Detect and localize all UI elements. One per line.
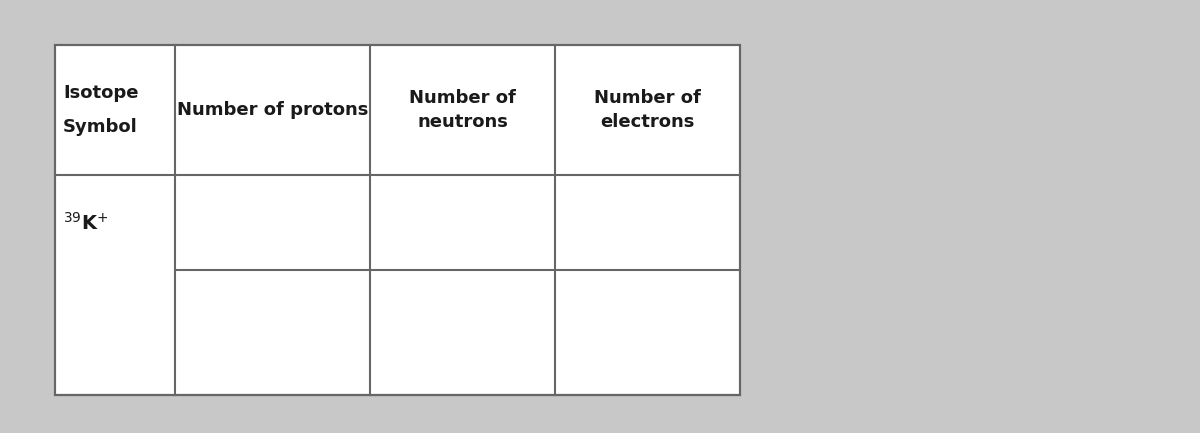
Text: Isotope: Isotope <box>64 84 138 102</box>
Text: Symbol: Symbol <box>64 118 138 136</box>
Text: Number of
electrons: Number of electrons <box>594 89 701 131</box>
Text: Number of
neutrons: Number of neutrons <box>409 89 516 131</box>
Text: $^{39}$K$^{+}$: $^{39}$K$^{+}$ <box>64 212 108 233</box>
Text: Number of protons: Number of protons <box>176 101 368 119</box>
